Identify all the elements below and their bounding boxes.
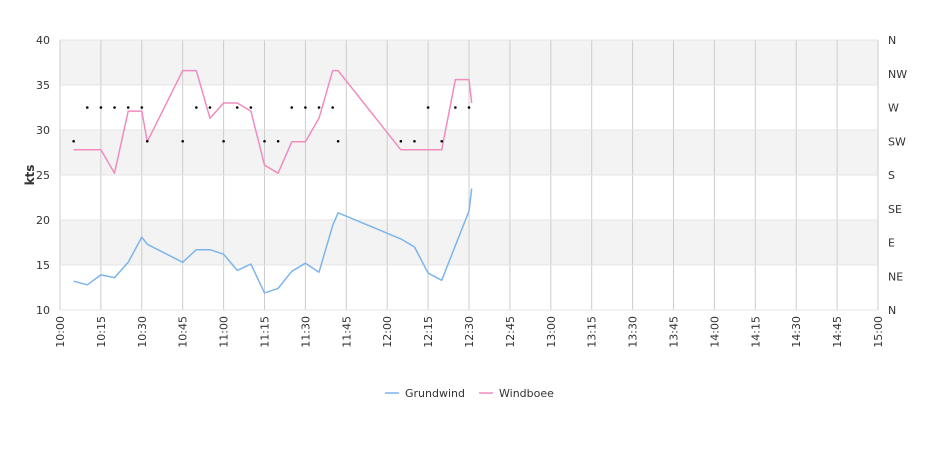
direction-tick-label: SW bbox=[888, 135, 906, 148]
direction-tick-label: NW bbox=[888, 68, 907, 81]
y-axis-title: kts bbox=[23, 165, 37, 186]
direction-point bbox=[276, 139, 280, 143]
direction-point bbox=[290, 106, 294, 109]
legend-label: Windboee bbox=[499, 387, 554, 400]
direction-point bbox=[304, 106, 307, 109]
direction-point bbox=[317, 106, 321, 109]
x-tick-label: 10:15 bbox=[95, 316, 108, 348]
direction-point bbox=[99, 106, 103, 109]
direction-point bbox=[235, 106, 239, 109]
direction-tick-label: W bbox=[888, 102, 899, 115]
direction-point bbox=[113, 106, 116, 109]
direction-point bbox=[426, 106, 430, 109]
direction-tick-label: NE bbox=[888, 270, 903, 283]
y-tick-label: 35 bbox=[36, 79, 50, 92]
direction-point bbox=[195, 106, 198, 109]
x-tick-label: 14:45 bbox=[831, 316, 844, 348]
x-tick-label: 12:00 bbox=[381, 316, 394, 348]
direction-point bbox=[145, 139, 149, 143]
direction-point bbox=[181, 139, 184, 143]
direction-point bbox=[249, 106, 253, 109]
x-tick-label: 12:45 bbox=[504, 316, 517, 348]
direction-point bbox=[208, 106, 212, 109]
y-tick-label: 15 bbox=[36, 259, 50, 272]
x-tick-label: 13:30 bbox=[627, 316, 640, 348]
x-tick-label: 13:15 bbox=[586, 316, 599, 348]
direction-point bbox=[336, 139, 340, 143]
legend-label: Grundwind bbox=[405, 387, 465, 400]
y-tick-label: 30 bbox=[36, 124, 50, 137]
y-tick-label: 40 bbox=[36, 34, 50, 47]
y-tick-label: 10 bbox=[36, 304, 50, 317]
series-layer bbox=[73, 69, 473, 294]
x-tick-label: 10:45 bbox=[177, 316, 190, 348]
direction-tick-label: SE bbox=[888, 203, 902, 216]
direction-markers bbox=[72, 106, 471, 143]
direction-point bbox=[467, 106, 471, 109]
x-tick-label: 14:30 bbox=[790, 316, 803, 348]
direction-point bbox=[399, 139, 403, 143]
x-tick-label: 12:15 bbox=[422, 316, 435, 348]
x-tick-label: 14:15 bbox=[749, 316, 762, 348]
x-tick-label: 12:30 bbox=[463, 316, 476, 348]
x-tick-label: 11:45 bbox=[340, 316, 353, 348]
direction-point bbox=[413, 139, 416, 143]
x-tick-label: 10:00 bbox=[54, 316, 67, 348]
legend: Grundwind Windboee bbox=[385, 387, 554, 400]
y-axis-ticks: 10 15 20 25 30 35 40 bbox=[36, 34, 50, 317]
direction-point bbox=[140, 106, 144, 109]
direction-point bbox=[126, 106, 130, 109]
x-axis-ticks: 10:00 10:15 10:30 10:45 11:00 11:15 11:30 11:45… bbox=[54, 316, 885, 348]
direction-point bbox=[331, 106, 334, 109]
x-tick-label: 13:00 bbox=[545, 316, 558, 348]
x-tick-label: 14:00 bbox=[708, 316, 721, 348]
direction-point bbox=[263, 139, 266, 143]
legend-item-grundwind[interactable]: Grundwind bbox=[385, 387, 465, 400]
y2-axis-ticks: N NE E SE S SW W NW N bbox=[888, 34, 907, 317]
legend-item-windboee[interactable]: Windboee bbox=[479, 387, 554, 400]
x-tick-label: 11:00 bbox=[218, 316, 231, 348]
direction-point bbox=[222, 139, 225, 143]
direction-point bbox=[454, 106, 457, 109]
x-tick-label: 13:45 bbox=[668, 316, 681, 348]
direction-point bbox=[440, 139, 444, 143]
x-tick-label: 11:15 bbox=[259, 316, 272, 348]
direction-point bbox=[72, 139, 75, 143]
series-line-grundwind bbox=[73, 188, 473, 294]
x-tick-label: 15:00 bbox=[872, 316, 885, 348]
y-tick-label: 25 bbox=[36, 169, 50, 182]
direction-tick-label: S bbox=[888, 169, 895, 182]
direction-tick-label: N bbox=[888, 34, 896, 47]
y-tick-label: 20 bbox=[36, 214, 50, 227]
direction-point bbox=[85, 106, 89, 109]
x-tick-label: 11:30 bbox=[299, 316, 312, 348]
x-tick-label: 10:30 bbox=[136, 316, 149, 348]
direction-tick-label: N bbox=[888, 304, 896, 317]
direction-tick-label: E bbox=[888, 237, 895, 250]
series-line-windboee bbox=[73, 69, 473, 174]
